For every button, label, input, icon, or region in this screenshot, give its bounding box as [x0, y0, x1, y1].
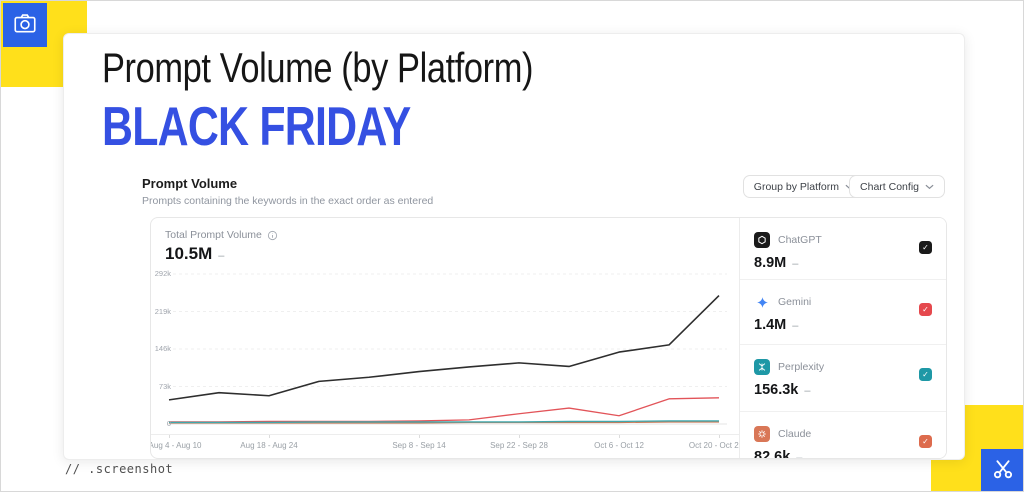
x-tick-label: Aug 4 - Aug 10	[150, 441, 202, 450]
x-tick	[169, 435, 170, 438]
y-tick-label: 146k	[154, 344, 171, 353]
scissors-tile-button[interactable]	[981, 449, 1023, 491]
gemini-icon	[754, 294, 770, 310]
x-tick	[419, 435, 420, 438]
platform-legend-panel: ChatGPT 8.9M – ✓ Gemini 1.4M –	[739, 218, 946, 458]
camera-icon	[12, 10, 38, 41]
chatgpt-checkbox[interactable]: ✓	[919, 241, 932, 254]
x-tick-label: Oct 20 - Oct 26	[688, 441, 744, 450]
x-tick-label: Aug 18 - Aug 24	[240, 441, 298, 450]
x-tick-label: Sep 8 - Sep 14	[392, 441, 446, 450]
y-tick-label: 0	[166, 419, 171, 428]
y-tick-label: 292k	[154, 269, 171, 278]
x-tick-label: Sep 22 - Sep 28	[490, 441, 548, 450]
chart-panel-title: Prompt Volume	[142, 176, 238, 191]
screenshot-caption: // .screenshot	[65, 462, 174, 476]
chevron-down-icon	[925, 181, 934, 193]
perplexity-icon	[754, 359, 770, 375]
legend-item-gemini[interactable]: Gemini 1.4M – ✓	[740, 280, 946, 345]
x-tick	[619, 435, 620, 438]
group-by-platform-button[interactable]: Group by Platform	[742, 175, 865, 198]
total-prompt-volume-value: 10.5M –	[165, 244, 225, 263]
trend-flat-indicator: –	[218, 250, 225, 262]
series-line-chatgpt	[168, 295, 720, 401]
y-tick-label: 219k	[154, 306, 171, 316]
prompt-volume-line-chart	[167, 273, 727, 425]
gemini-checkbox[interactable]: ✓	[919, 303, 932, 316]
x-tick-label: Oct 6 - Oct 12	[594, 441, 644, 450]
info-icon[interactable]	[267, 230, 278, 241]
claude-icon	[754, 426, 770, 442]
x-tick	[519, 435, 520, 438]
perplexity-checkbox[interactable]: ✓	[919, 368, 932, 381]
legend-item-chatgpt[interactable]: ChatGPT 8.9M – ✓	[740, 218, 946, 280]
legend-item-perplexity[interactable]: Perplexity 156.3k – ✓	[740, 345, 946, 412]
claude-checkbox[interactable]: ✓	[919, 435, 932, 448]
total-prompt-volume-label: Total Prompt Volume	[165, 229, 278, 241]
chart-config-button[interactable]: Chart Config	[849, 175, 945, 198]
legend-item-claude[interactable]: Claude 82.6k – ✓	[740, 412, 946, 458]
x-axis: Aug 4 - Aug 10 Aug 18 - Aug 24 Sep 8 - Sep…	[150, 434, 744, 458]
page-subtitle-black-friday: BLACK FRIDAY	[102, 95, 411, 157]
chatgpt-icon	[754, 232, 770, 248]
chart-panel-description: Prompts containing the keywords in the e…	[142, 195, 434, 207]
x-tick	[269, 435, 270, 438]
prompt-volume-chart-card: Total Prompt Volume 10.5M – Aug 4 - Aug 1…	[150, 217, 947, 459]
x-tick	[719, 435, 720, 438]
y-tick-label: 73k	[158, 381, 171, 391]
page-title: Prompt Volume (by Platform)	[102, 44, 534, 91]
main-card: Prompt Volume (by Platform) BLACK FRIDAY…	[63, 33, 965, 460]
camera-tile-button[interactable]	[3, 3, 47, 47]
scissors-icon	[990, 456, 1016, 487]
series-line-gemini	[169, 397, 720, 423]
series-line-perplexity	[169, 420, 719, 424]
